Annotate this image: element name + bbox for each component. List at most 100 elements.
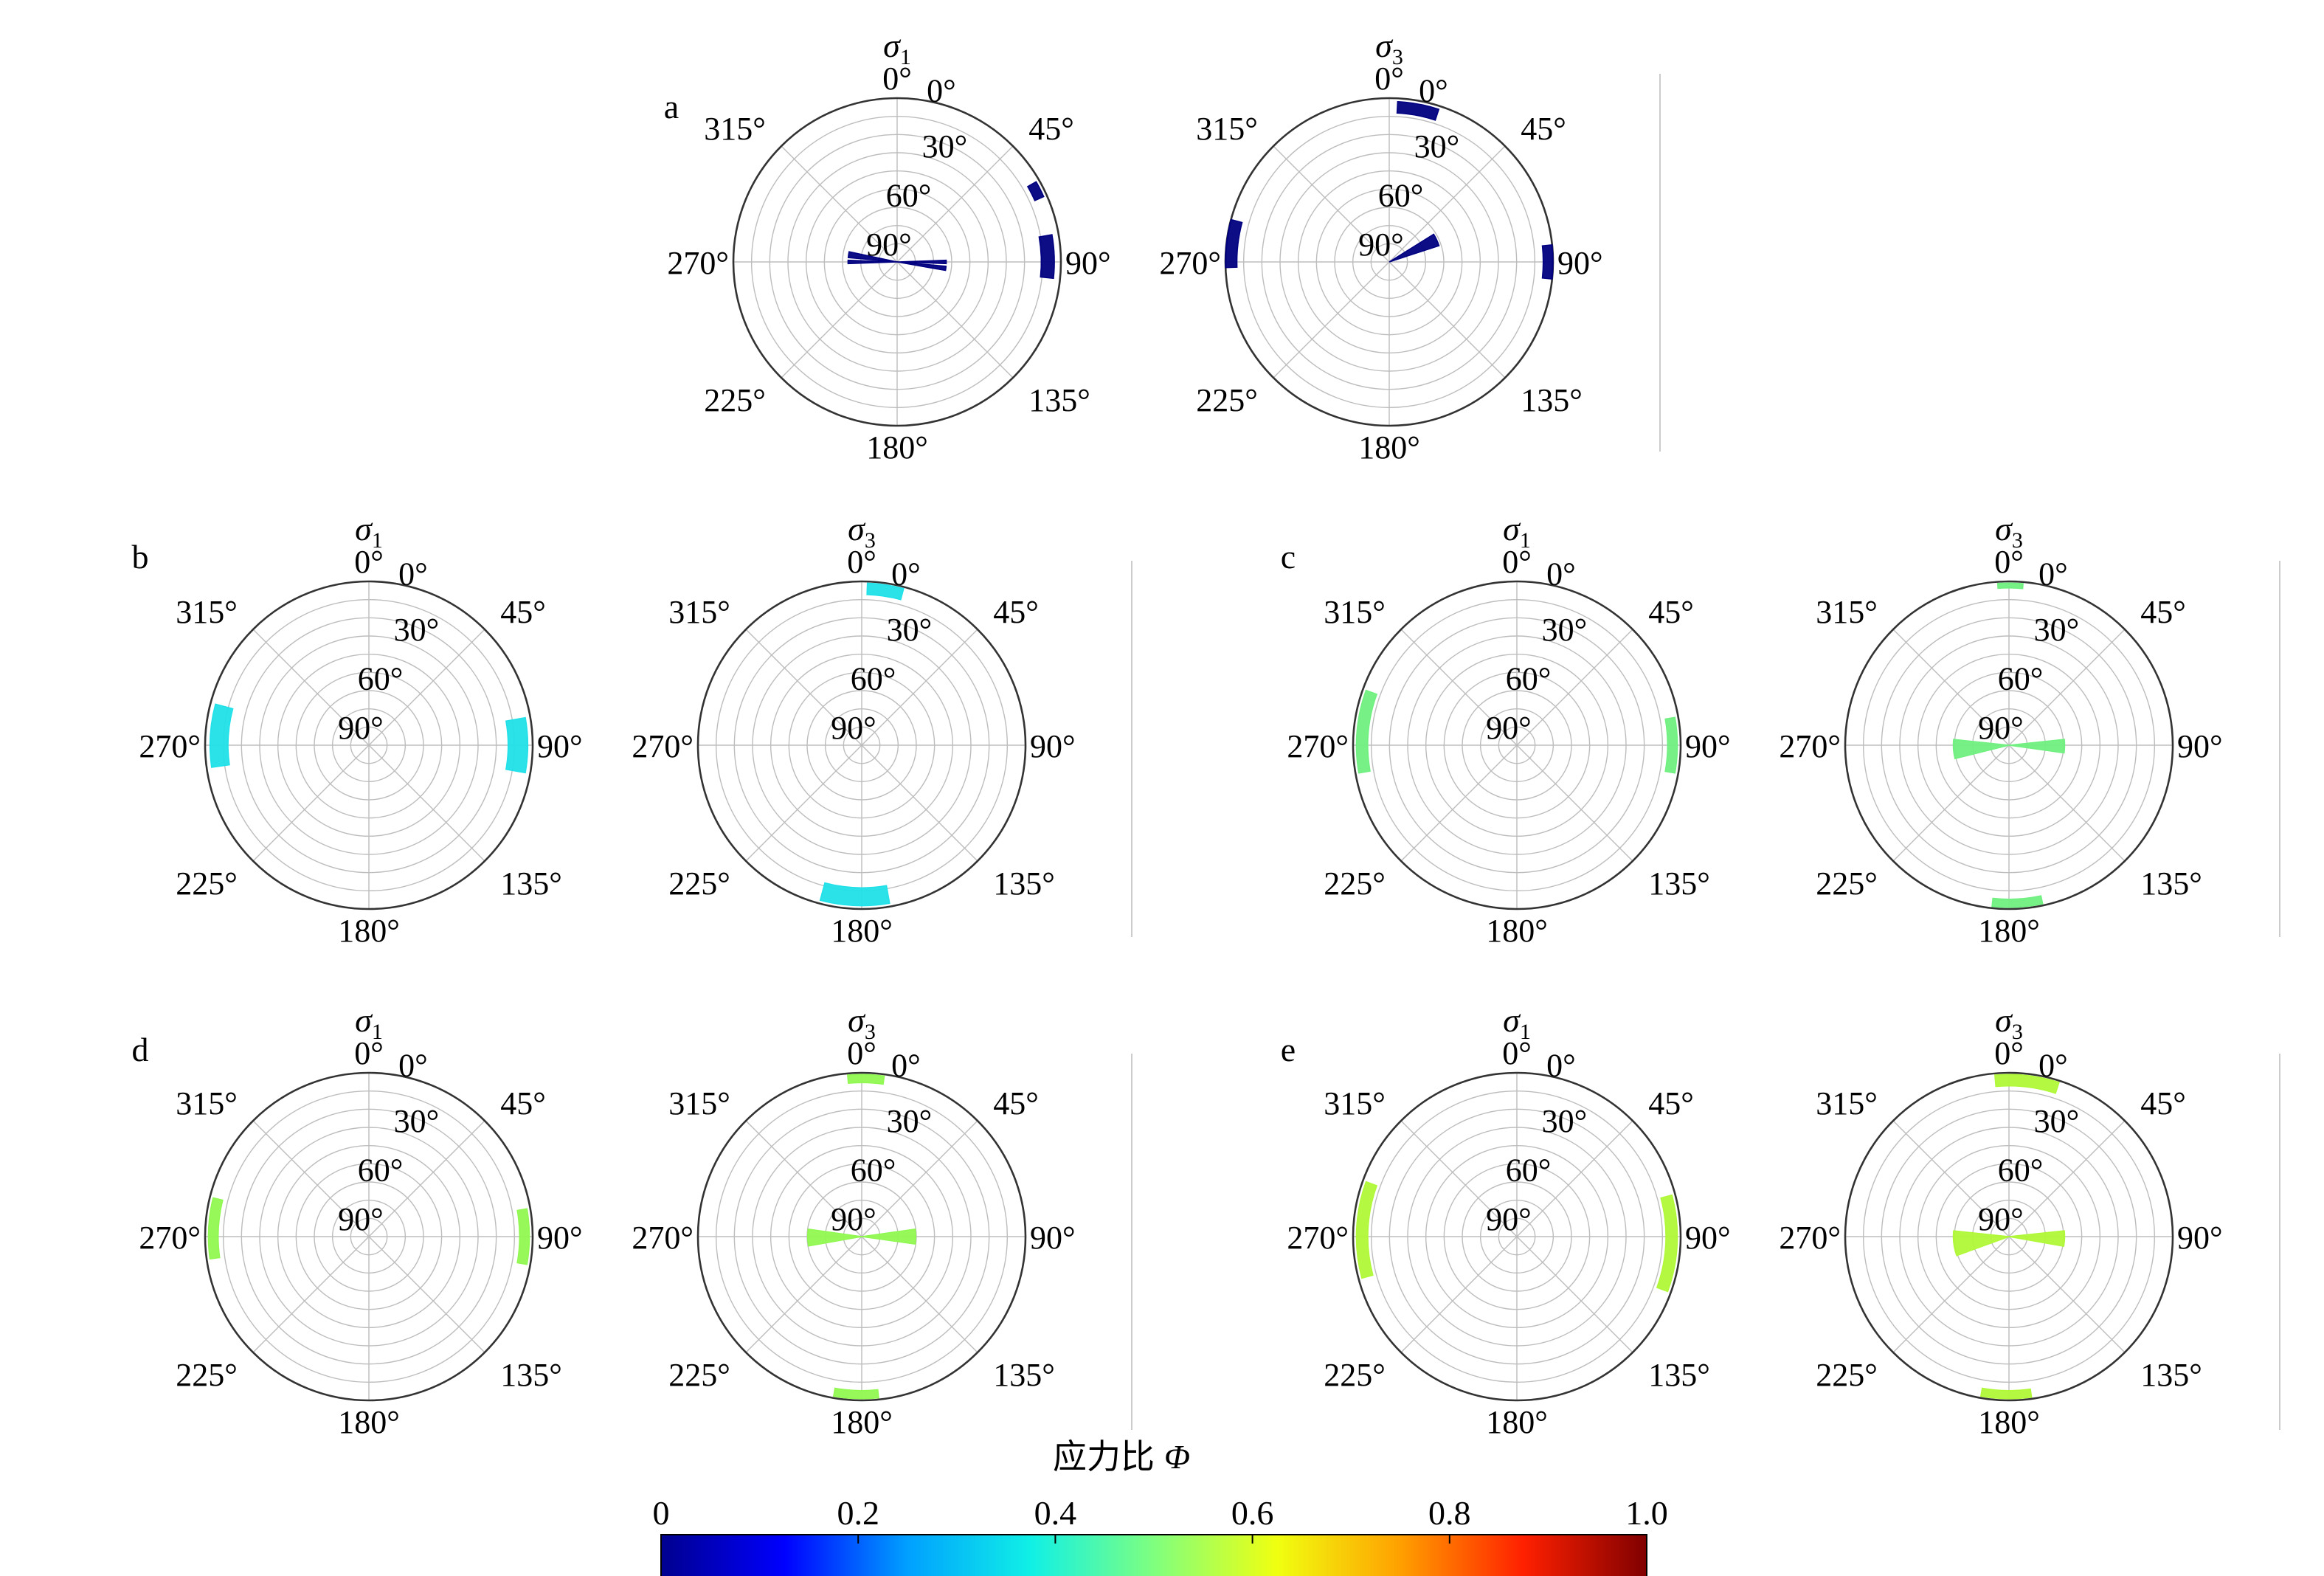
rose-sector — [806, 1228, 862, 1247]
rose-sector — [847, 1074, 885, 1085]
sigma-title: σ3 — [848, 510, 876, 553]
angle-label: 315° — [176, 594, 238, 630]
radial-label: 90° — [831, 710, 876, 746]
radial-label: 60° — [358, 1152, 404, 1189]
radial-label: 90° — [1486, 1201, 1532, 1237]
grid-spoke — [745, 629, 862, 746]
grid-spoke — [368, 1120, 485, 1237]
grid-spoke — [1892, 1236, 2010, 1353]
grid-spoke — [781, 261, 898, 379]
sigma-subscript: 3 — [2012, 528, 2023, 553]
panels: a0°45°90°135°180°225°270°315°0°30°60°90°… — [132, 27, 2280, 1440]
grid-spoke — [745, 1236, 862, 1353]
radial-label: 30° — [1542, 612, 1588, 648]
rose-sector — [516, 1208, 530, 1265]
rose-sector — [1225, 218, 1243, 269]
radial-label: 60° — [1998, 1152, 2044, 1189]
rose-sector — [1355, 1181, 1378, 1279]
angle-label: 225° — [1196, 382, 1258, 418]
grid-spoke — [1388, 261, 1506, 379]
sigma-title: σ3 — [1375, 27, 1403, 69]
angle-label: 0° — [1502, 544, 1532, 580]
outer-ring — [1352, 1071, 1682, 1402]
angle-label: 0° — [847, 544, 876, 580]
radial-label: 0° — [1546, 1047, 1576, 1083]
grid-spoke — [1400, 1120, 1518, 1237]
angle-label: 180° — [866, 429, 928, 466]
grid-spoke — [1273, 261, 1390, 379]
radial-label: 0° — [1546, 556, 1576, 592]
angle-label: 315° — [704, 111, 766, 147]
rose-sector — [896, 261, 947, 272]
angle-label: 135° — [500, 1357, 562, 1393]
angle-label: 135° — [500, 865, 562, 902]
radial-label: 30° — [887, 612, 933, 648]
radial-label: 0° — [2038, 1047, 2068, 1083]
angle-label: 270° — [139, 1220, 201, 1256]
angle-label: 90° — [1557, 245, 1603, 281]
panel-b-sigma3-polar: 0° 45° 90° 135° 180° 225° 270° 315° 0° 30° 60° 90° σ… — [632, 510, 1075, 949]
angle-label: 180° — [831, 1404, 893, 1440]
grid-spoke — [745, 1120, 862, 1237]
colorbar: 应力比 Φ 0 0.2 0.4 0.6 0.8 1.0 — [653, 1438, 1668, 1576]
angle-label: 225° — [668, 1357, 730, 1393]
outer-ring — [1844, 1071, 2174, 1402]
angle-label: 90° — [2177, 1220, 2223, 1256]
angle-label: 180° — [338, 913, 400, 949]
radial-label: 90° — [1978, 1201, 2024, 1237]
rose-sector — [2008, 1230, 2066, 1247]
angle-label: 0° — [354, 544, 384, 580]
angle-label: 45° — [1521, 111, 1566, 147]
grid-spoke — [1516, 629, 1633, 746]
angle-label: 270° — [1779, 728, 1841, 764]
rose-sector — [847, 251, 898, 263]
angle-label: 180° — [1486, 1404, 1548, 1440]
angle-label: 45° — [2140, 594, 2186, 630]
sigma-title: σ1 — [883, 27, 911, 69]
radial-label: 90° — [338, 1201, 384, 1237]
angle-label: 315° — [1816, 1085, 1878, 1121]
sigma-subscript: 3 — [865, 1020, 876, 1044]
sigma-title: σ1 — [1503, 510, 1531, 553]
colorbar-ticks: 0 0.2 0.4 0.6 0.8 1.0 — [653, 1494, 1668, 1544]
angle-label: 45° — [1028, 111, 1074, 147]
grid-spoke — [1388, 145, 1506, 263]
grid-spoke — [368, 744, 485, 862]
radial-label: 30° — [2034, 612, 2080, 648]
grid-spoke — [368, 1236, 485, 1353]
rose-sector — [832, 1387, 879, 1400]
sigma-title: σ3 — [1995, 1001, 2023, 1044]
colorbar-gradient — [660, 1534, 1647, 1576]
grid-spoke — [1892, 744, 2010, 862]
angle-label: 45° — [500, 1085, 546, 1121]
panel-label: a — [664, 88, 679, 125]
colorbar-tick-label: 0.8 — [1428, 1494, 1471, 1532]
angle-label: 225° — [668, 865, 730, 902]
outer-ring — [696, 1071, 1027, 1402]
sigma-subscript: 1 — [372, 1020, 383, 1044]
panel-b-sigma1-polar: 0° 45° 90° 135° 180° 225° 270° 315° 0° 30° 60° 90° σ… — [139, 510, 582, 949]
angle-label: 270° — [1159, 245, 1221, 281]
sigma-subscript: 1 — [372, 528, 383, 553]
rose-sector — [1952, 739, 2010, 760]
angle-label: 315° — [1324, 594, 1386, 630]
rose-sector — [1355, 689, 1378, 774]
rose-sector — [1388, 233, 1440, 263]
grid-spoke — [252, 744, 370, 862]
radial-label: 60° — [358, 661, 404, 697]
grid-spoke — [252, 629, 370, 746]
angle-label: 315° — [1196, 111, 1258, 147]
angle-label: 90° — [1685, 1220, 1731, 1256]
radial-label: 30° — [1414, 128, 1460, 165]
sigma-subscript: 3 — [1392, 45, 1403, 69]
grid-spoke — [1516, 1120, 1633, 1237]
angle-label: 270° — [632, 1220, 694, 1256]
angle-label: 225° — [704, 382, 766, 418]
colorbar-title-chinese: 应力比 — [1053, 1438, 1155, 1476]
rose-sector — [1396, 100, 1440, 121]
grid-spoke — [861, 1120, 978, 1237]
angle-label: 45° — [993, 594, 1039, 630]
angle-label: 270° — [667, 245, 729, 281]
outer-ring — [696, 580, 1027, 910]
angle-label: 225° — [1324, 865, 1386, 902]
